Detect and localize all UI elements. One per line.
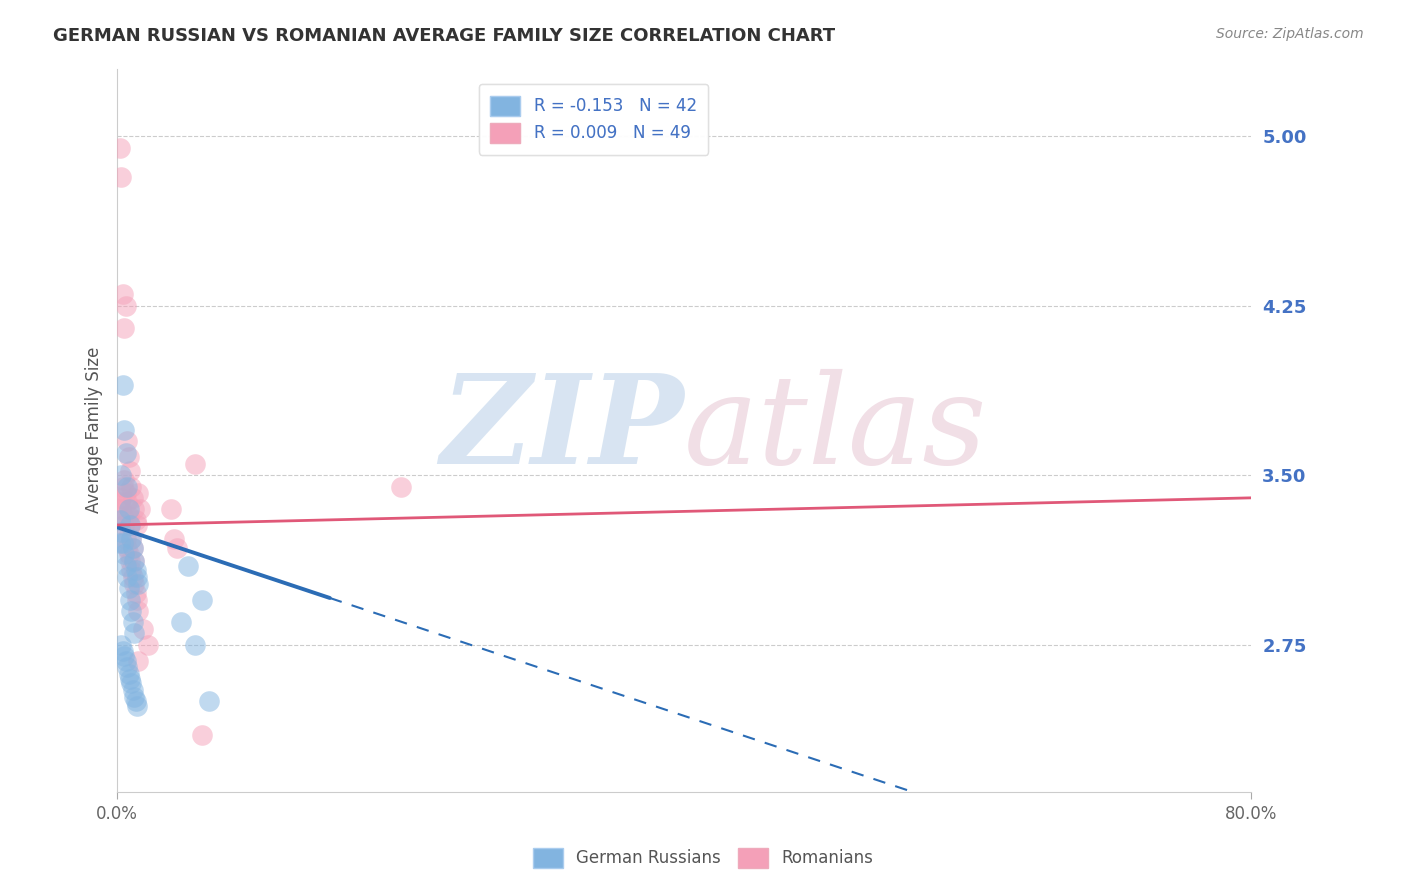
Point: [118, 464, 141, 478]
Point: [110, 468, 132, 483]
Point: [122, 690, 145, 704]
Text: atlas: atlas: [685, 369, 987, 491]
Point: [125, 698, 148, 713]
Point: [114, 654, 136, 668]
Point: [112, 547, 135, 561]
Point: [110, 638, 132, 652]
Point: [121, 682, 143, 697]
Point: [110, 502, 132, 516]
Point: [118, 672, 141, 686]
Point: [138, 638, 160, 652]
Point: [122, 554, 145, 568]
Point: [110, 524, 132, 539]
Point: [121, 491, 143, 505]
Point: [166, 541, 188, 555]
Point: [111, 479, 134, 493]
Point: [111, 377, 134, 392]
Point: [108, 495, 131, 509]
Point: [115, 660, 138, 674]
Point: [115, 434, 138, 449]
Point: [120, 532, 142, 546]
Point: [112, 648, 135, 663]
Point: [184, 638, 207, 652]
Point: [122, 502, 145, 516]
Point: [111, 536, 134, 550]
Point: [118, 554, 141, 568]
Legend: R = -0.153   N = 42, R = 0.009   N = 49: R = -0.153 N = 42, R = 0.009 N = 49: [478, 84, 709, 154]
Point: [120, 532, 142, 546]
Point: [122, 576, 145, 591]
Point: [191, 592, 214, 607]
Point: [110, 491, 132, 505]
Point: [131, 622, 153, 636]
Point: [110, 169, 132, 184]
Y-axis label: Average Family Size: Average Family Size: [86, 347, 103, 513]
Point: [191, 728, 214, 742]
Point: [114, 486, 136, 500]
Point: [184, 457, 207, 471]
Point: [120, 604, 142, 618]
Point: [125, 570, 148, 584]
Point: [124, 563, 146, 577]
Text: Source: ZipAtlas.com: Source: ZipAtlas.com: [1216, 27, 1364, 41]
Point: [112, 473, 135, 487]
Point: [115, 570, 138, 584]
Point: [114, 558, 136, 573]
Point: [108, 536, 131, 550]
Point: [127, 604, 149, 618]
Point: [117, 581, 139, 595]
Point: [121, 541, 143, 555]
Point: [198, 694, 221, 708]
Point: [120, 479, 142, 493]
Legend: German Russians, Romanians: German Russians, Romanians: [526, 841, 880, 875]
Point: [114, 445, 136, 459]
Point: [115, 495, 138, 509]
Point: [163, 532, 186, 546]
Point: [117, 450, 139, 465]
Point: [127, 654, 149, 668]
Point: [170, 615, 193, 629]
Point: [114, 532, 136, 546]
Point: [121, 570, 143, 584]
Point: [111, 508, 134, 523]
Point: [115, 541, 138, 555]
Point: [121, 615, 143, 629]
Point: [121, 541, 143, 555]
Point: [120, 563, 142, 577]
Point: [112, 321, 135, 335]
Point: [117, 508, 139, 523]
Point: [117, 667, 139, 681]
Point: [118, 518, 141, 533]
Point: [122, 554, 145, 568]
Point: [115, 479, 138, 493]
Point: [389, 479, 412, 493]
Point: [107, 513, 129, 527]
Point: [127, 486, 149, 500]
Point: [125, 592, 148, 607]
Point: [124, 694, 146, 708]
Point: [177, 558, 200, 573]
Point: [128, 502, 150, 516]
Point: [124, 586, 146, 600]
Point: [160, 502, 183, 516]
Point: [111, 644, 134, 658]
Point: [117, 547, 139, 561]
Point: [111, 287, 134, 301]
Point: [108, 140, 131, 154]
Point: [117, 502, 139, 516]
Point: [114, 299, 136, 313]
Point: [127, 576, 149, 591]
Point: [118, 518, 141, 533]
Point: [124, 513, 146, 527]
Text: ZIP: ZIP: [440, 369, 685, 491]
Point: [108, 513, 131, 527]
Point: [112, 423, 135, 437]
Point: [125, 518, 148, 533]
Point: [122, 626, 145, 640]
Point: [112, 518, 135, 533]
Text: GERMAN RUSSIAN VS ROMANIAN AVERAGE FAMILY SIZE CORRELATION CHART: GERMAN RUSSIAN VS ROMANIAN AVERAGE FAMIL…: [53, 27, 835, 45]
Point: [120, 676, 142, 690]
Point: [118, 592, 141, 607]
